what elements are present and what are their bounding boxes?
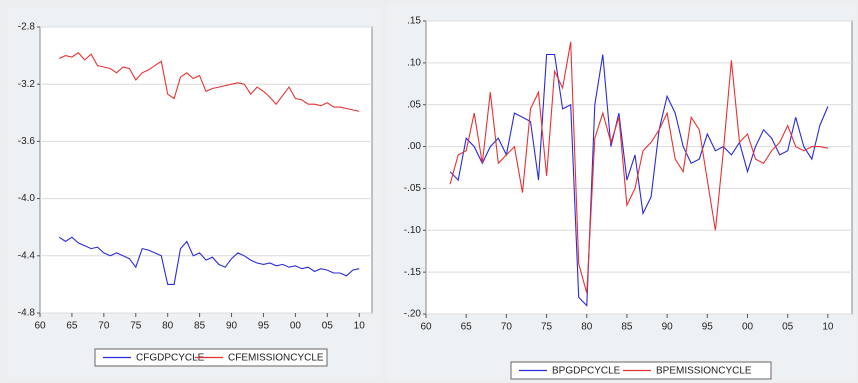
x-tick-label: 90 <box>226 321 238 332</box>
y-tick-label: -.15 <box>404 267 422 278</box>
legend-label: BPEMISSIONCYCLE <box>656 366 752 377</box>
x-tick-label: 05 <box>322 321 334 332</box>
x-tick-label: 95 <box>702 322 714 333</box>
x-tick-label: 80 <box>581 322 593 333</box>
legend-label: CFEMISSIONCYCLE <box>228 353 324 364</box>
y-tick-label: .00 <box>407 141 421 152</box>
x-tick-label: 80 <box>162 321 174 332</box>
x-tick-label: 75 <box>541 322 553 333</box>
x-tick-label: 95 <box>258 321 270 332</box>
x-tick-label: 05 <box>782 322 794 333</box>
y-tick-label: -3.2 <box>18 79 36 90</box>
y-tick-label: -2.8 <box>18 22 36 33</box>
x-tick-label: 70 <box>501 322 513 333</box>
y-tick-label: -.20 <box>404 309 422 320</box>
x-tick-label: 70 <box>98 321 110 332</box>
x-tick-label: 60 <box>34 321 46 332</box>
y-tick-label: .10 <box>407 57 421 68</box>
series-line <box>449 53 829 307</box>
plot-area <box>39 26 373 314</box>
x-tick-label: 75 <box>130 321 142 332</box>
y-tick-label: -4.4 <box>18 250 36 261</box>
y-tick-label: -.05 <box>404 183 422 194</box>
x-tick-label: 10 <box>822 322 834 333</box>
series-line <box>58 236 360 285</box>
x-tick-label: 60 <box>420 322 432 333</box>
x-tick-label: 10 <box>354 321 366 332</box>
x-tick-label: 85 <box>621 322 633 333</box>
legend-label: BPGDPCYCLE <box>552 366 621 377</box>
x-tick-label: 65 <box>461 322 473 333</box>
series-line <box>449 41 829 294</box>
series-line <box>58 51 360 112</box>
x-tick-label: 85 <box>194 321 206 332</box>
y-tick-label: -.10 <box>404 225 422 236</box>
x-tick-label: 65 <box>66 321 78 332</box>
y-tick-label: -3.6 <box>18 136 36 147</box>
y-tick-label: .05 <box>407 99 421 110</box>
x-tick-label: 90 <box>662 322 674 333</box>
x-tick-label: 00 <box>290 321 302 332</box>
y-tick-label: .15 <box>407 16 421 27</box>
y-tick-label: -4.8 <box>18 308 36 319</box>
y-tick-label: -4.0 <box>18 193 36 204</box>
x-tick-label: 00 <box>742 322 754 333</box>
legend-label: CFGDPCYCLE <box>136 353 205 364</box>
